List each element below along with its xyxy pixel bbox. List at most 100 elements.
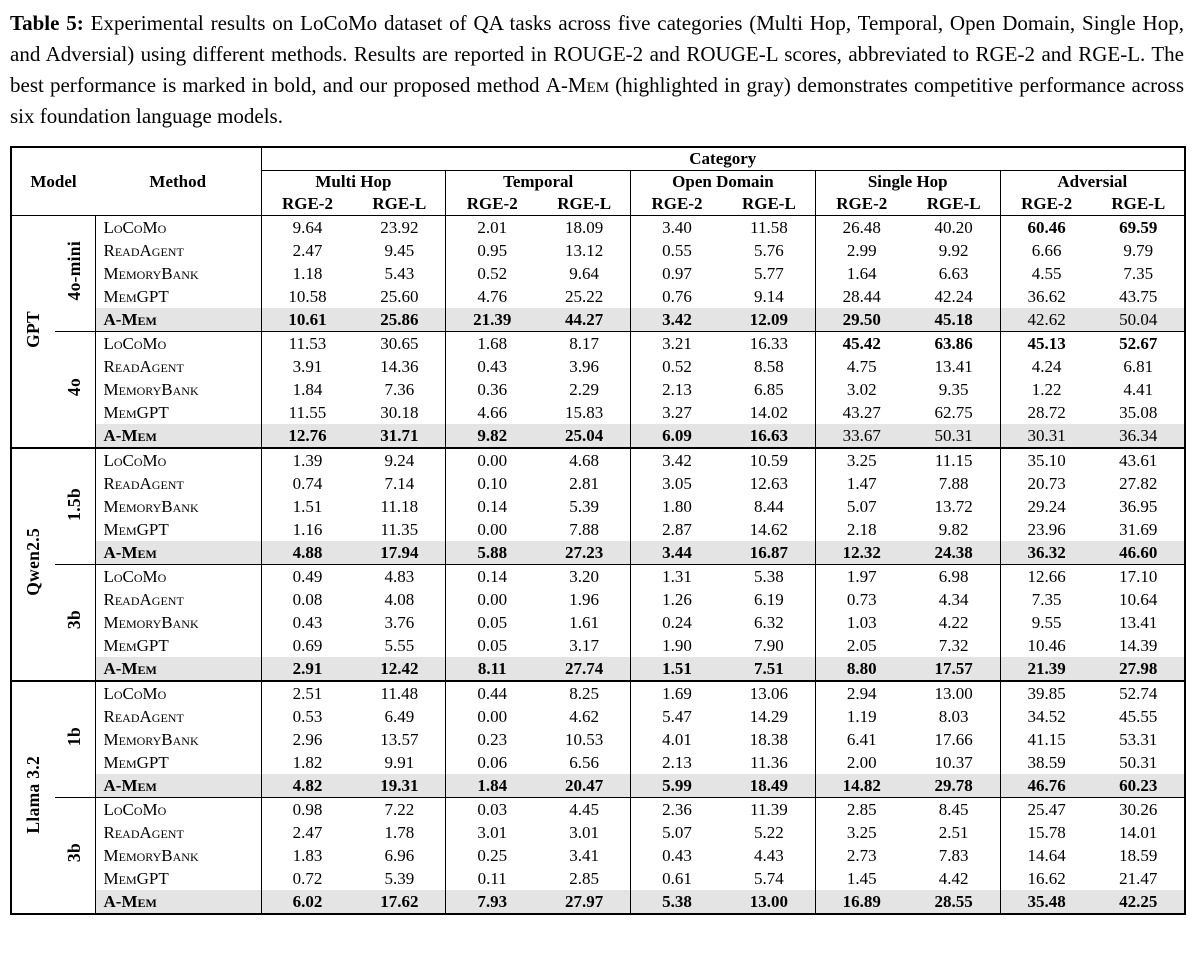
value-cell: 7.22: [353, 797, 446, 821]
value-cell: 0.43: [445, 355, 539, 378]
value-cell: 39.85: [999, 680, 1093, 705]
value-cell: 11.53: [260, 331, 354, 355]
value-cell: 62.75: [934, 402, 973, 422]
metric-header: RGE-2: [630, 193, 723, 216]
method-cell: A-Mem: [94, 890, 262, 914]
value-cell: 3.42: [630, 447, 723, 472]
value-cell: 45.18: [907, 308, 1001, 332]
value-cell: 15.83: [564, 402, 604, 422]
value-cell: 2.51: [260, 680, 354, 705]
value-cell: 2.51: [938, 822, 969, 842]
table-row: MemGPT 11.55 30.18 4.66 15.83 3.27 14.02 43.27 6…: [11, 401, 1185, 424]
value-cell: 3.44: [630, 541, 723, 565]
value-cell: 69.59: [1092, 215, 1186, 239]
table-row: MemoryBank 1.51 11.18 0.14 5.39 1.80 8.44 5.07 1…: [11, 495, 1185, 518]
table-row: MemoryBank 2.96 13.57 0.23 10.53 4.01 18.38 6.4…: [11, 728, 1185, 751]
value-cell: 1.45: [814, 867, 908, 890]
value-cell: 10.37: [934, 752, 973, 772]
value-cell: 16.62: [999, 867, 1093, 890]
value-cell: 1.97: [814, 564, 908, 588]
table-row: MemGPT 1.82 9.91 0.06 6.56 2.13 11.36 2.00 10.37…: [11, 751, 1185, 774]
value-cell: 4.43: [754, 845, 784, 865]
value-cell: 0.11: [445, 867, 539, 890]
value-cell: 2.73: [814, 844, 908, 867]
submodel-label-text: 3b: [64, 610, 85, 630]
value-cell: 2.47: [260, 821, 354, 844]
table-row: 4o LoCoMo 11.53 30.65 1.68 8.17 3.21 16.33 45.42…: [11, 331, 1186, 448]
value-cell: 11.35: [380, 519, 419, 539]
value-cell: 27.98: [1092, 657, 1186, 681]
value-cell: 8.58: [754, 356, 784, 376]
value-cell: 0.06: [445, 751, 539, 774]
value-cell: 6.96: [384, 845, 415, 865]
caption-body-1: Experimental results on LoCoMo dataset o…: [10, 11, 1184, 97]
value-cell: 1.51: [630, 657, 723, 681]
value-cell: 7.51: [722, 657, 816, 681]
table-row: 3b LoCoMo 0.98 7.22 0.03 4.45 2.36 11.39 2.85 8.4…: [11, 797, 1186, 914]
value-cell: 13.06: [722, 680, 816, 705]
value-cell: 8.03: [938, 706, 969, 726]
table-row: MemGPT 0.72 5.39 0.11 2.85 0.61 5.74 1.45 4.42 16…: [11, 867, 1185, 890]
value-cell: 10.61: [260, 308, 354, 332]
value-cell: 11.18: [380, 496, 419, 516]
value-cell: 28.55: [907, 890, 1001, 914]
value-cell: 53.31: [1119, 729, 1158, 749]
value-cell: 4.22: [938, 612, 969, 632]
value-cell: 7.88: [938, 473, 969, 493]
value-cell: 13.00: [907, 680, 1001, 705]
value-cell: 1.90: [630, 634, 723, 657]
value-cell: 5.38: [630, 890, 723, 914]
table-row: Llama 3.2 1b LoCoMo 2.51 11.48 0.44 8.25 1.69 13…: [11, 680, 1186, 914]
value-cell: 14.82: [814, 774, 908, 798]
value-cell: 2.96: [260, 728, 354, 751]
value-cell: 3.01: [445, 821, 539, 844]
value-cell: 2.91: [260, 657, 354, 681]
metric-header: RGE-L: [372, 194, 427, 213]
value-cell: 35.08: [1119, 402, 1158, 422]
value-cell: 0.05: [445, 634, 539, 657]
value-cell: 36.34: [1092, 424, 1186, 448]
value-cell: 7.35: [1123, 263, 1154, 283]
value-cell: 8.25: [538, 680, 631, 705]
value-cell: 3.17: [569, 635, 599, 655]
group-header-4: Adversial: [999, 170, 1186, 193]
value-cell: 16.63: [722, 424, 816, 448]
method-cell: LoCoMo: [94, 797, 262, 821]
value-cell: 43.75: [1119, 286, 1158, 306]
value-cell: 1.31: [630, 564, 723, 588]
value-cell: 4.42: [938, 868, 969, 888]
value-cell: 9.64: [260, 215, 354, 239]
value-cell: 0.52: [445, 262, 539, 285]
method-cell: A-Mem: [94, 657, 262, 681]
value-cell: 13.41: [1119, 612, 1158, 632]
value-cell: 11.15: [907, 447, 1001, 472]
table-row: A-Mem 12.76 31.71 9.82 25.04 6.09 16.63 33.67 50…: [11, 424, 1186, 448]
value-cell: 8.80: [814, 657, 908, 681]
value-cell: 50.31: [907, 424, 1001, 448]
value-cell: 3.91: [260, 355, 354, 378]
method-cell: LoCoMo: [94, 215, 262, 239]
value-cell: 9.64: [569, 263, 599, 283]
value-cell: 13.41: [934, 356, 973, 376]
value-cell: 35.48: [999, 890, 1093, 914]
value-cell: 5.07: [814, 495, 908, 518]
value-cell: 2.99: [814, 239, 908, 262]
value-cell: 9.92: [938, 240, 969, 260]
value-cell: 9.24: [353, 447, 446, 472]
col-header-method: Method: [149, 171, 207, 191]
value-cell: 14.02: [749, 402, 789, 422]
value-cell: 2.85: [569, 868, 599, 888]
value-cell: 2.85: [814, 797, 908, 821]
value-cell: 27.23: [538, 541, 631, 565]
value-cell: 0.76: [630, 285, 723, 308]
value-cell: 29.50: [814, 308, 908, 332]
value-cell: 9.91: [384, 752, 415, 772]
value-cell: 0.55: [630, 239, 723, 262]
value-cell: 1.47: [814, 472, 908, 495]
value-cell: 40.20: [907, 215, 1001, 239]
value-cell: 30.18: [380, 402, 419, 422]
method-cell: ReadAgent: [94, 239, 262, 262]
value-cell: 5.99: [630, 774, 723, 798]
value-cell: 11.36: [750, 752, 788, 772]
value-cell: 21.47: [1119, 868, 1158, 888]
